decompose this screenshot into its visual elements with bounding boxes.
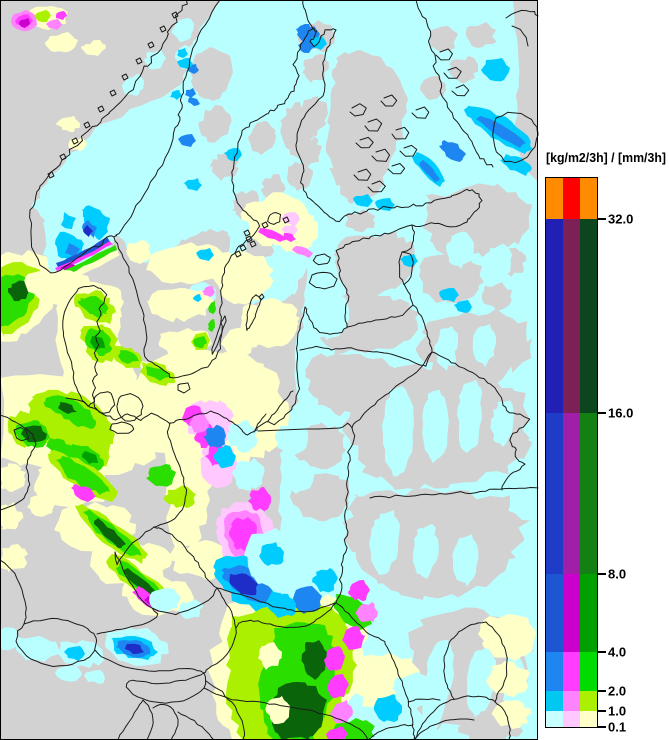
svg-text:16.0: 16.0	[608, 406, 633, 421]
svg-text:32.0: 32.0	[608, 212, 633, 227]
svg-text:4.0: 4.0	[608, 645, 626, 660]
svg-text:2.0: 2.0	[608, 684, 626, 699]
svg-text:0.1: 0.1	[608, 720, 626, 735]
svg-text:8.0: 8.0	[608, 567, 626, 582]
svg-text:[kg/m2/3h] / [mm/3h]: [kg/m2/3h] / [mm/3h]	[546, 151, 666, 165]
svg-text:1.0: 1.0	[608, 704, 626, 719]
